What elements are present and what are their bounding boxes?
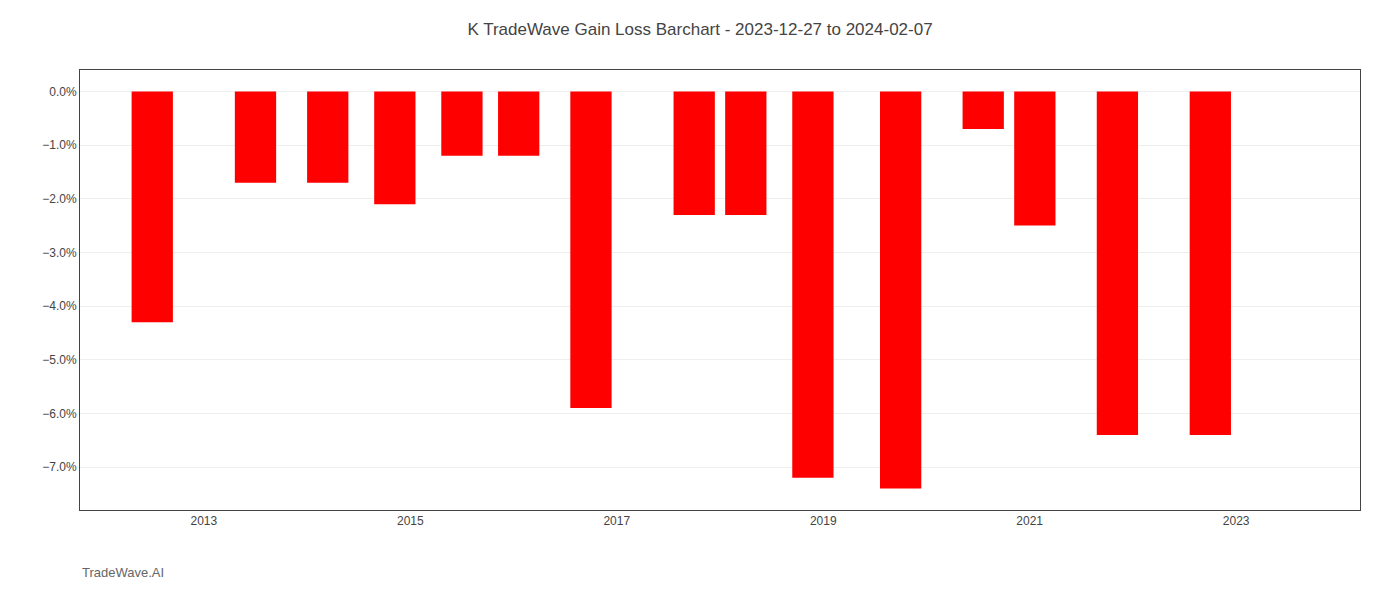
svg-text:2021: 2021 [1016, 514, 1043, 528]
svg-text:TradeWave.AI: TradeWave.AI [82, 565, 164, 580]
svg-text:−2.0%: −2.0% [42, 192, 77, 206]
svg-text:2015: 2015 [397, 514, 424, 528]
svg-text:K TradeWave Gain Loss Barchart: K TradeWave Gain Loss Barchart - 2023-12… [467, 20, 932, 39]
svg-text:2013: 2013 [191, 514, 218, 528]
svg-text:−3.0%: −3.0% [42, 246, 77, 260]
svg-text:2017: 2017 [603, 514, 630, 528]
svg-text:−7.0%: −7.0% [42, 460, 77, 474]
svg-text:−5.0%: −5.0% [42, 353, 77, 367]
svg-text:−6.0%: −6.0% [42, 407, 77, 421]
svg-text:−1.0%: −1.0% [42, 138, 77, 152]
svg-text:−4.0%: −4.0% [42, 299, 77, 313]
svg-text:2019: 2019 [810, 514, 837, 528]
svg-text:2023: 2023 [1223, 514, 1250, 528]
svg-text:0.0%: 0.0% [49, 85, 77, 99]
